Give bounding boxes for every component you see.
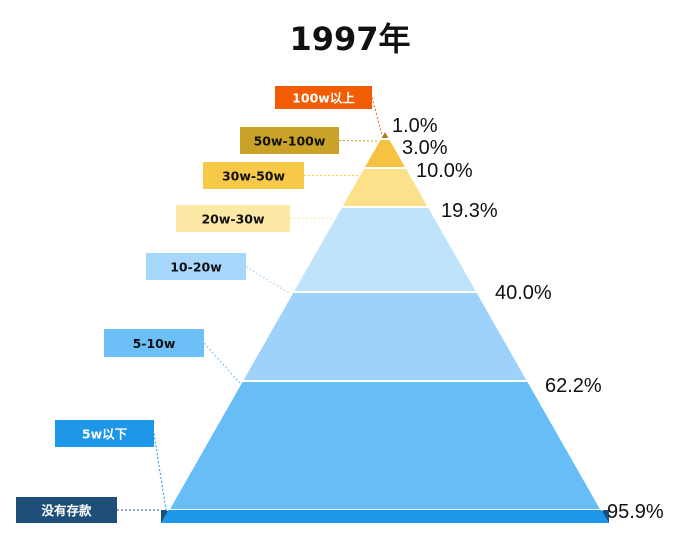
category-label-box	[146, 253, 246, 280]
connector-line	[338, 140, 378, 142]
category-label-box	[275, 86, 372, 109]
percent-label: 40.0%	[495, 282, 552, 304]
pyramid-level-1: 100w以上 1.0%	[275, 86, 438, 140]
category-label: 30w-50w	[222, 169, 286, 184]
connector-line	[371, 97, 383, 135]
category-label-box	[16, 497, 117, 523]
category-label-box	[176, 205, 290, 232]
percent-label: 1.0%	[392, 115, 438, 137]
category-label-box	[240, 127, 339, 154]
pyramid-level-3: 30w-50w 10.0%	[203, 160, 473, 208]
percent-label: 19.3%	[441, 200, 498, 222]
category-label: 10-20w	[170, 260, 222, 275]
pyramid-level-8: 没有存款	[16, 497, 161, 523]
percent-label: 95.9%	[607, 501, 664, 523]
percent-label: 10.0%	[416, 160, 473, 182]
connector-line	[153, 433, 167, 513]
pyramid-layers: 100w以上 1.0% 50w-100w 3.0% 30w-50w 10.0% 20w-30…	[16, 86, 664, 523]
category-label: 5w以下	[82, 427, 128, 442]
pyramid-band	[161, 510, 609, 523]
category-label: 100w以上	[292, 91, 355, 106]
percent-label: 62.2%	[545, 375, 602, 397]
category-label: 20w-30w	[201, 212, 265, 227]
connector-line	[203, 342, 241, 384]
pyramid-level-4: 20w-30w 19.3%	[176, 200, 498, 293]
percent-label: 3.0%	[402, 137, 448, 159]
chart-title: 1997年	[289, 20, 410, 58]
category-label-box	[55, 420, 154, 447]
pyramid-band	[240, 291, 530, 382]
category-label-box	[104, 329, 204, 357]
pyramid-band	[378, 127, 392, 140]
connector-line	[245, 266, 291, 295]
category-label: 50w-100w	[254, 134, 326, 149]
pyramid-level-5: 10-20w 40.0%	[146, 253, 552, 382]
pyramid-level-7: 5w以下 95.9%	[55, 420, 664, 523]
pyramid-band	[166, 380, 604, 511]
category-label: 5-10w	[133, 336, 176, 351]
category-label-box	[203, 162, 304, 189]
category-label: 没有存款	[41, 503, 92, 518]
pyramid-band	[361, 138, 409, 169]
